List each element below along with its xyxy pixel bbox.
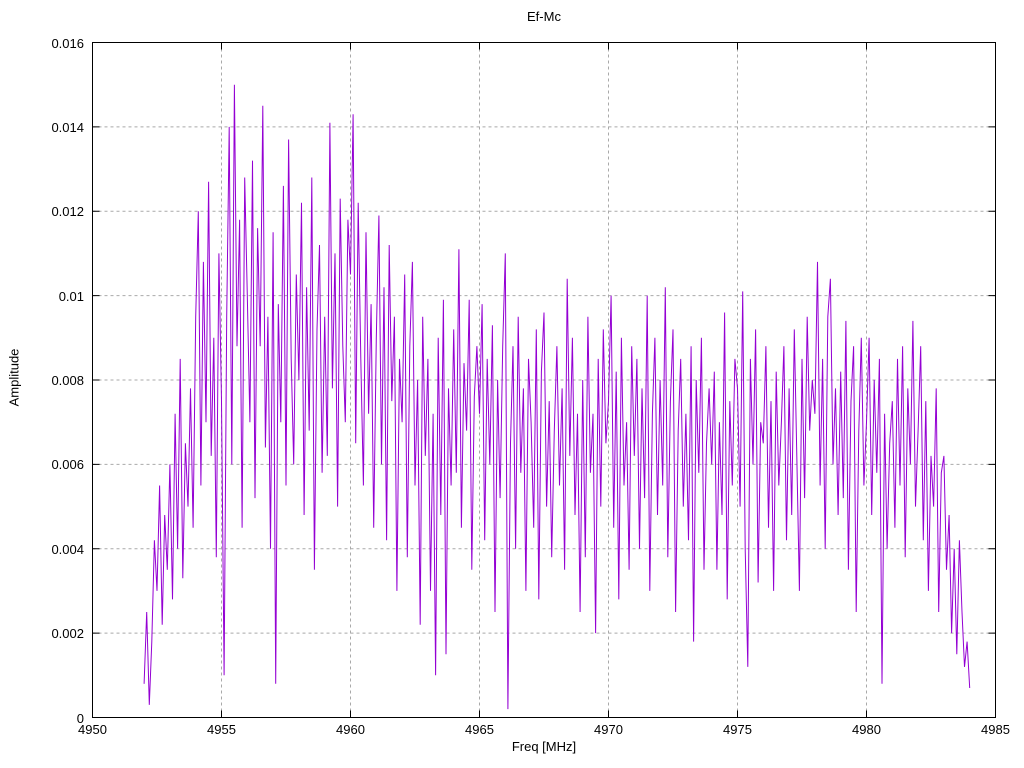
y-tick-label: 0 [76, 710, 84, 726]
y-tick-label: 0.01 [58, 288, 84, 304]
x-axis-label: Freq [MHz] [511, 739, 577, 754]
spectrum-line [143, 84, 971, 710]
x-tick-label: 4960 [336, 722, 365, 737]
x-tick-label: 4950 [78, 722, 107, 737]
y-tick-label: 0.016 [51, 35, 84, 51]
x-tick-label: 4975 [723, 722, 752, 737]
x-tick-label: 4980 [852, 722, 881, 737]
y-tick-label: 0.008 [51, 373, 84, 388]
x-tick-label: 4970 [594, 722, 623, 737]
y-tick-label: 0.012 [51, 204, 84, 220]
y-tick-label: 0.004 [51, 541, 84, 557]
x-tick-label: 4955 [207, 722, 236, 737]
x-tick-label: 4965 [465, 722, 494, 737]
y-tick-label: 0.014 [51, 119, 84, 135]
y-tick-label: 0.002 [51, 626, 84, 642]
chart-title: Ef-Mc [527, 9, 561, 24]
y-tick-label: 0.006 [51, 457, 84, 473]
x-tick-label: 4985 [981, 722, 1010, 737]
